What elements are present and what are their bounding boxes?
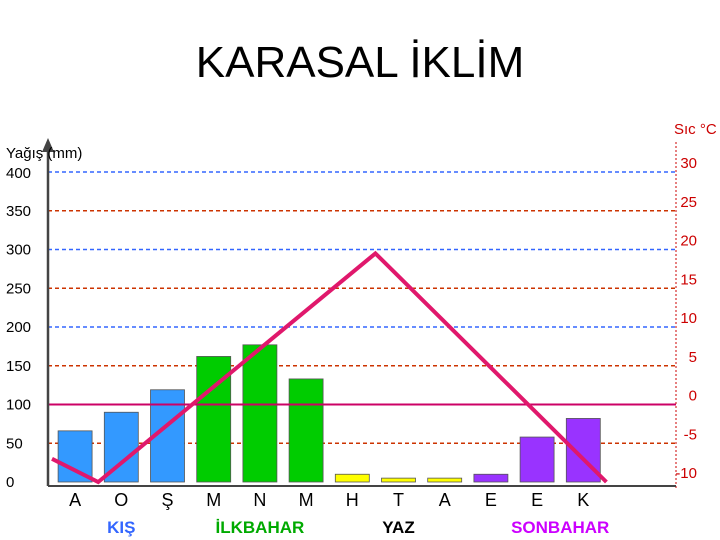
month-label: A bbox=[69, 490, 81, 510]
y-left-axis-label: Yağış (mm) bbox=[6, 145, 82, 162]
y-left-tick-label: 100 bbox=[6, 397, 31, 414]
month-label: O bbox=[114, 490, 128, 510]
y-right-tick-label: 10 bbox=[680, 310, 697, 327]
precipitation-bar bbox=[427, 477, 463, 483]
y-left-tick-label: 0 bbox=[6, 474, 14, 491]
precipitation-bar bbox=[381, 477, 416, 483]
month-label: M bbox=[206, 490, 221, 510]
y-right-tick-label: 20 bbox=[680, 233, 697, 250]
y-left-tick-label: 300 bbox=[6, 242, 31, 259]
precipitation-bar bbox=[288, 378, 324, 483]
month-label: T bbox=[393, 490, 404, 510]
y-left-tick-label: 250 bbox=[6, 280, 31, 297]
temperature-line bbox=[51, 250, 608, 485]
y-right-axis-label: Sıc °C bbox=[674, 121, 717, 138]
chart-title: KARASAL İKLİM bbox=[195, 38, 525, 87]
month-label: Ş bbox=[161, 490, 173, 510]
season-label: YAZ bbox=[382, 518, 414, 537]
precipitation-bar bbox=[57, 430, 93, 483]
y-left-tick-label: 150 bbox=[6, 358, 31, 375]
month-label: H bbox=[346, 490, 359, 510]
y-right-tick-label: 0 bbox=[689, 388, 697, 405]
month-label: E bbox=[485, 490, 497, 510]
y-left-tick-label: 400 bbox=[6, 165, 31, 182]
y-left-tick-label: 350 bbox=[6, 203, 31, 220]
y-right-tick-label: 15 bbox=[680, 271, 697, 288]
y-right-tick-label: 30 bbox=[680, 155, 697, 172]
y-right-tick-label: 5 bbox=[689, 349, 697, 366]
y-right-tick-label: 25 bbox=[680, 194, 697, 211]
season-label: KIŞ bbox=[107, 518, 135, 537]
y-right-tick-label: -5 bbox=[684, 426, 697, 443]
y-right-tick-label: -10 bbox=[675, 465, 697, 482]
precipitation-bar bbox=[473, 473, 509, 483]
month-label: N bbox=[253, 490, 266, 510]
season-label: İLKBAHAR bbox=[216, 518, 305, 537]
precipitation-bar bbox=[242, 344, 278, 483]
y-axis-arrow bbox=[42, 138, 54, 152]
month-label: E bbox=[531, 490, 543, 510]
season-label: SONBAHAR bbox=[511, 518, 609, 537]
y-left-tick-label: 200 bbox=[6, 319, 31, 336]
month-label: M bbox=[299, 490, 314, 510]
month-label: A bbox=[439, 490, 451, 510]
y-left-tick-label: 50 bbox=[6, 435, 23, 452]
precipitation-bar bbox=[519, 436, 555, 483]
month-label: K bbox=[577, 490, 589, 510]
precipitation-bar bbox=[334, 473, 370, 483]
